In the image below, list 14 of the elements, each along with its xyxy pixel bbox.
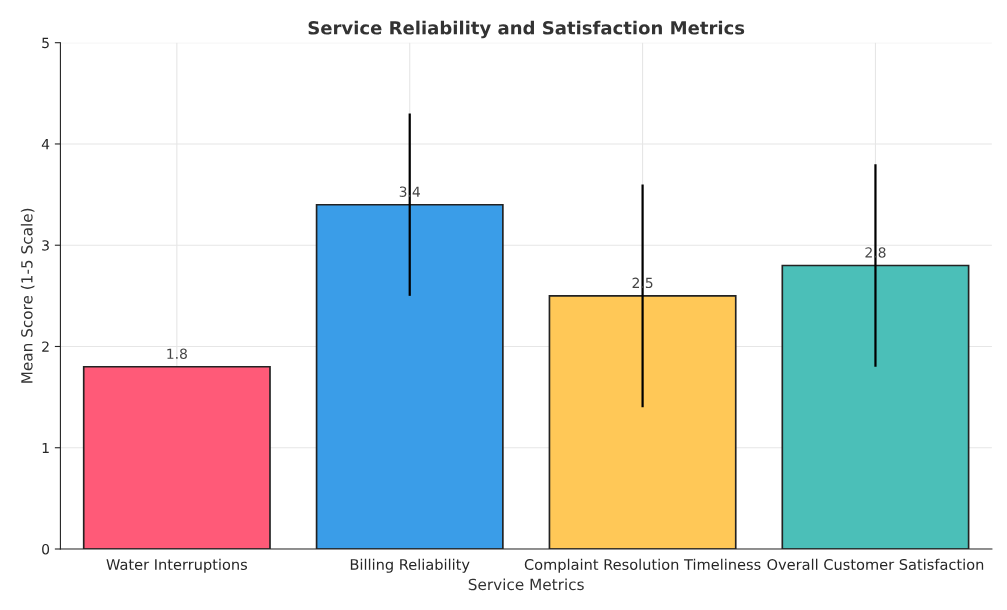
data-label: 1.8 (167, 348, 187, 359)
y-tick-label: 0 (42, 543, 50, 555)
y-tick-label: 1 (42, 442, 49, 454)
x-tick-label: Overall Customer Satisfaction (767, 558, 984, 571)
x-tick-label: Water Interruptions (106, 558, 248, 573)
y-axis-title: Mean Score (1-5 Scale) (20, 208, 35, 383)
y-tick-label: 3 (42, 240, 49, 251)
x-tick-label: Complaint Resolution Timeliness (524, 558, 761, 573)
y-tick-label: 5 (42, 37, 49, 49)
x-tick-label: Billing Reliability (350, 558, 470, 573)
y-tick-label: 4 (41, 139, 50, 150)
y-tick-label: 2 (42, 341, 49, 352)
x-axis-title: Service Metrics (468, 578, 584, 591)
chart-title: Service Reliability and Satisfaction Metrics (308, 20, 745, 39)
